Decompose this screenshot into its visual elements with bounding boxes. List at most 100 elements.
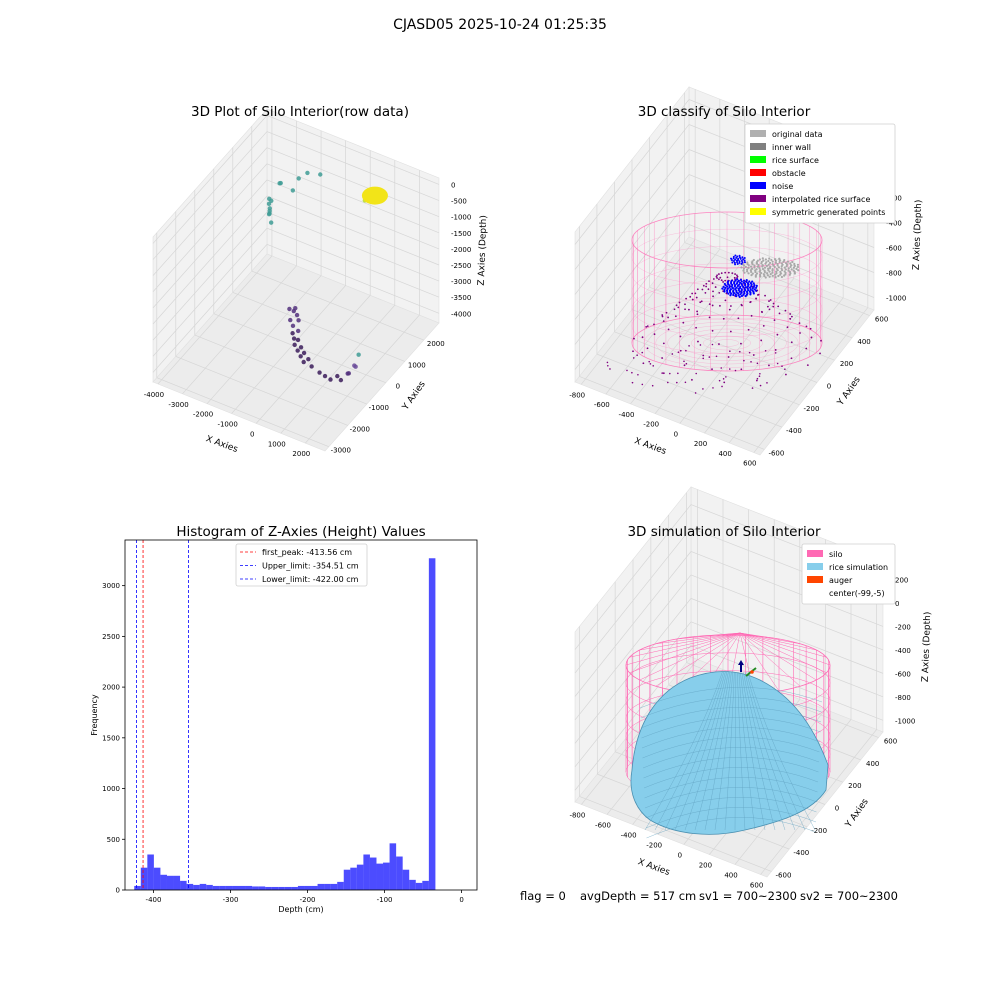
rice-mesh-line bbox=[746, 671, 806, 831]
interpolated-point bbox=[720, 272, 723, 275]
interpolated-point bbox=[685, 297, 688, 300]
interpolated-point bbox=[714, 286, 717, 288]
classify-gridline bbox=[574, 99, 690, 245]
interpolated-point bbox=[784, 368, 786, 370]
histogram-bar bbox=[324, 883, 331, 890]
raw-gridline bbox=[305, 314, 420, 444]
histogram-bar bbox=[173, 875, 181, 890]
interpolated-point bbox=[711, 368, 713, 371]
interpolated-point bbox=[712, 295, 714, 298]
interpolated-point bbox=[684, 308, 686, 311]
interpolated-point bbox=[747, 328, 750, 331]
interpolated-point bbox=[685, 349, 687, 352]
interpolated-point bbox=[661, 357, 664, 359]
raw-x-tick-label: -1000 bbox=[217, 421, 237, 429]
interpolated-point bbox=[705, 285, 708, 288]
noise-point bbox=[753, 284, 756, 287]
original-data-point bbox=[774, 259, 778, 262]
raw-y-tick-label: 0 bbox=[396, 383, 400, 391]
interpolated-point bbox=[606, 361, 609, 364]
noise-point bbox=[735, 259, 738, 262]
simulation-legend-swatch bbox=[807, 563, 823, 570]
raw-x-axis-label: X Axies bbox=[204, 434, 239, 455]
classify-gridline bbox=[596, 353, 783, 428]
classify-legend-label: obstacle bbox=[772, 169, 806, 178]
interpolated-point bbox=[756, 362, 759, 365]
original-data-point bbox=[773, 265, 776, 269]
noise-point bbox=[736, 261, 739, 264]
simulation-x-tick-label: -200 bbox=[646, 842, 662, 850]
raw-data-point bbox=[288, 317, 293, 323]
interpolated-point bbox=[718, 273, 720, 275]
interpolated-point bbox=[722, 317, 725, 320]
interpolated-point bbox=[752, 354, 755, 356]
raw-data-point bbox=[352, 363, 357, 368]
interpolated-point bbox=[642, 362, 645, 365]
raw-data-point bbox=[338, 377, 344, 383]
original-data-point bbox=[780, 275, 784, 279]
histogram-bar bbox=[271, 886, 279, 890]
noise-point bbox=[742, 281, 746, 284]
simulation-gridline bbox=[690, 551, 884, 627]
noise-point bbox=[726, 290, 729, 294]
interpolated-point bbox=[718, 379, 721, 382]
interpolated-point bbox=[667, 328, 670, 331]
classify-legend-label: symmetric generated points bbox=[772, 208, 885, 217]
interpolated-point bbox=[631, 371, 633, 374]
original-data-point bbox=[762, 259, 765, 262]
rice-mesh-line bbox=[643, 767, 819, 789]
interpolated-point bbox=[784, 309, 787, 312]
interpolated-point bbox=[700, 300, 703, 303]
noise-point bbox=[738, 254, 741, 257]
interpolated-point bbox=[685, 362, 688, 365]
depth-histogram: Histogram of Z-Axies (Height) Values -400… bbox=[90, 524, 478, 914]
original-data-point bbox=[764, 276, 767, 279]
interpolated-point bbox=[682, 321, 685, 324]
original-data-point bbox=[774, 273, 777, 276]
interpolated-point bbox=[691, 298, 694, 301]
raw-data-point bbox=[318, 172, 323, 177]
simulation-legend-frame bbox=[801, 543, 896, 605]
raw-gridline bbox=[157, 255, 273, 385]
noise-point bbox=[740, 282, 743, 286]
original-data-point bbox=[763, 266, 767, 269]
histogram-bar bbox=[153, 867, 161, 890]
classify-legend-label: rice surface bbox=[772, 156, 819, 165]
simulation-x-tick-label: -800 bbox=[569, 812, 585, 820]
noise-point bbox=[735, 256, 738, 259]
simulation-z-tick-label: -200 bbox=[895, 623, 911, 631]
interpolated-point bbox=[750, 314, 753, 317]
interpolated-point bbox=[778, 312, 781, 315]
histogram-bar bbox=[409, 879, 416, 890]
interpolated-point bbox=[641, 336, 644, 339]
original-data-point bbox=[789, 262, 792, 265]
original-data-point bbox=[754, 275, 757, 278]
raw-data-point bbox=[292, 342, 297, 348]
raw-data-point bbox=[298, 345, 304, 350]
original-data-point bbox=[777, 274, 780, 278]
original-data-point bbox=[796, 265, 800, 269]
simulation-legend-swatch bbox=[807, 550, 823, 557]
rice-mesh-line bbox=[641, 727, 821, 749]
raw-pane bbox=[152, 253, 440, 452]
interpolated-point bbox=[727, 271, 730, 274]
original-data-point bbox=[767, 268, 770, 272]
simulation-plot-title: 3D simulation of Silo Interior bbox=[627, 524, 821, 540]
raw-data-point bbox=[278, 180, 283, 186]
interpolated-point bbox=[764, 294, 766, 297]
interpolated-point bbox=[720, 279, 723, 282]
avg-depth-status: avgDepth = 517 cm bbox=[580, 889, 697, 903]
silo-ring bbox=[631, 263, 823, 320]
histogram-bar bbox=[337, 881, 344, 890]
interpolated-point bbox=[718, 278, 720, 281]
interpolated-point bbox=[684, 381, 687, 384]
rice-mesh-line bbox=[640, 707, 822, 729]
rice-mesh-line bbox=[643, 757, 819, 779]
rice-mesh-line bbox=[704, 671, 732, 831]
noise-point bbox=[742, 258, 745, 261]
interpolated-point bbox=[645, 325, 648, 328]
histogram-bar bbox=[369, 857, 377, 890]
noise-point bbox=[737, 257, 740, 260]
interpolated-point bbox=[653, 333, 656, 336]
original-data-point bbox=[770, 258, 773, 262]
